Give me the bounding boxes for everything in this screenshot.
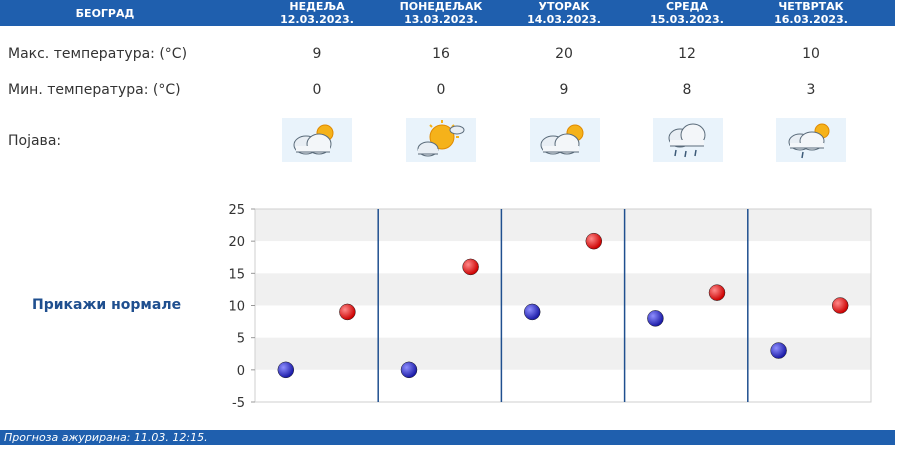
day-header-2: ПОНЕДЕЉАК 13.03.2023. [386,0,496,26]
max-temp-label: Макс. температура: (°C) [8,46,188,62]
max-temp-value: 16 [432,46,450,62]
day-date: 15.03.2023. [650,13,724,26]
y-tick-label: 0 [237,364,245,379]
y-tick-label: 20 [228,235,245,250]
y-tick-label: 5 [237,332,245,347]
city-name: БЕОГРАД [75,7,135,20]
max-temp-value: 9 [312,46,322,62]
footer-bar: Прогноза ажурирана: 11.03. 12:15. [0,430,895,445]
grid-band [255,337,871,370]
y-tick-label: -5 [232,396,245,410]
day-header-5: ЧЕТВРТАК 16.03.2023. [756,0,866,26]
day-name: УТОРАК [538,0,590,13]
day-date: 14.03.2023. [527,13,601,26]
max-temp-point [462,258,479,276]
y-tick-label: 10 [228,300,245,315]
max-temp-point [585,232,603,250]
max-temp-value: 10 [802,46,820,62]
rain-cloud-icon [653,118,723,162]
min-temp-value: 8 [682,82,692,98]
min-temp-point [770,342,787,359]
mostly-sunny-icon [406,118,476,162]
show-normals-link[interactable]: Прикажи нормале [32,297,182,313]
grid-band [255,369,871,402]
partly-cloudy-icon [282,118,352,162]
min-temp-label: Мин. температура: (°C) [8,82,181,98]
temperature-chart: 25 20 15 10 5 0 -5 [215,200,885,411]
min-temp-point [647,310,664,327]
grid-band [255,273,871,306]
min-temp-value: 0 [436,82,446,98]
min-temp-value: 3 [806,82,816,98]
min-temp-value: 9 [559,82,569,98]
day-name: СРЕДА [666,0,708,13]
min-temp-point [277,361,295,379]
y-tick-label: 25 [228,203,245,218]
partly-cloudy-icon [530,118,600,162]
chart-svg: 25 20 15 10 5 0 -5 [228,203,872,411]
day-name: ЧЕТВРТАК [778,0,844,13]
max-temp-value: 20 [555,46,573,62]
max-temp-point [708,284,726,301]
partly-cloudy-rain-icon [776,118,846,162]
grid-band [255,241,871,274]
day-name: ПОНЕДЕЉАК [399,0,483,13]
forecast-header: БЕОГРАД НЕДЕЉА 12.03.2023. ПОНЕДЕЉАК 13.03… [0,0,895,26]
min-temp-point [400,361,418,379]
min-temp-value: 0 [312,82,322,98]
phenomenon-label: Појава: [8,133,62,149]
min-temp-point [523,303,541,321]
day-header-4: СРЕДА 15.03.2023. [632,0,742,26]
day-name: НЕДЕЉА [289,0,345,13]
day-date: 12.03.2023. [280,13,354,26]
forecast-updated-text: Прогноза ажурирана: 11.03. 12:15. [4,431,208,444]
day-header-3: УТОРАК 14.03.2023. [509,0,619,26]
grid-band [255,305,871,338]
max-temp-point [831,297,849,314]
day-header-1: НЕДЕЉА 12.03.2023. [262,0,372,26]
y-tick-label: 15 [228,267,245,282]
day-date: 13.03.2023. [404,13,478,26]
max-temp-point [339,303,356,321]
max-temp-value: 12 [678,46,696,62]
grid-band [255,209,871,242]
day-date: 16.03.2023. [774,13,848,26]
